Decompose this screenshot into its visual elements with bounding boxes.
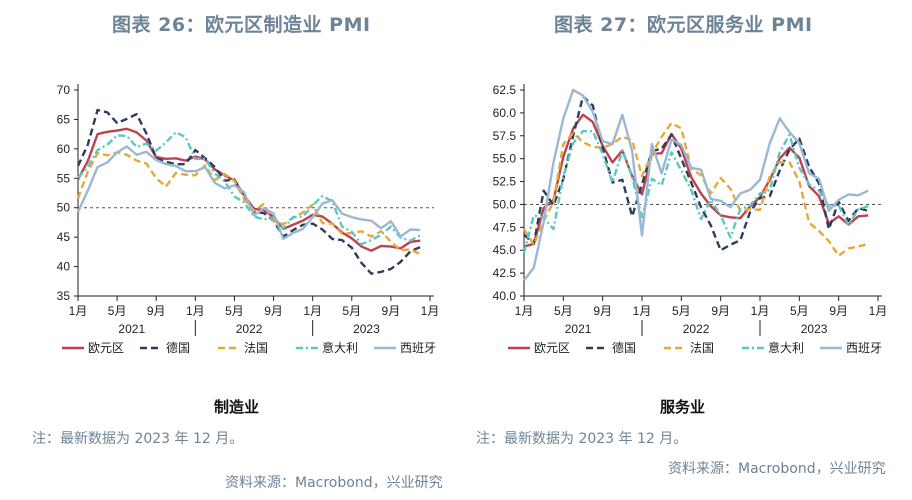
x-tick-label: 1月 (515, 304, 534, 318)
x-tick-label: 9月 (829, 304, 848, 318)
x-tick-label: 5月 (225, 304, 244, 318)
x-tick-label: 1月 (186, 304, 205, 318)
x-tick-label: 5月 (790, 304, 809, 318)
x-tick-label: 1月 (869, 304, 888, 318)
x-tick-label: 9月 (264, 304, 283, 318)
x-tick-label: 5月 (108, 304, 127, 318)
y-tick-label: 50 (57, 201, 71, 215)
left-chart-subtitle: 制造业 (214, 398, 260, 416)
y-tick-label: 47.5 (493, 220, 517, 234)
x-tick-label: 5月 (554, 304, 573, 318)
y-tick-label: 65 (57, 112, 71, 126)
x-tick-label: 9月 (593, 304, 612, 318)
legend-label-spain: 西班牙 (846, 341, 882, 355)
series-line-spain (76, 145, 421, 241)
y-tick-label: 60.0 (493, 106, 517, 120)
x-tick-label: 1月 (303, 304, 322, 318)
x-year-label: 2022 (683, 322, 710, 336)
y-tick-label: 62.5 (493, 83, 517, 97)
legend-label-france: 法国 (244, 341, 268, 355)
left-chart-source: 资料来源：Macrobond，兴业研究 (225, 475, 443, 491)
series-line-germany (523, 95, 869, 252)
y-tick-label: 35 (57, 289, 71, 303)
legend-label-germany: 德国 (166, 340, 190, 355)
series-line-eurozone (523, 113, 869, 248)
legend-label-eurozone: 欧元区 (534, 341, 570, 355)
x-tick-label: 1月 (633, 304, 652, 318)
series-line-germany (76, 108, 421, 275)
right-chart-title: 图表 27：欧元区服务业 PMI (554, 14, 813, 36)
x-year-label: 2021 (118, 322, 145, 336)
y-tick-label: 42.5 (493, 266, 517, 280)
services-pmi-chart: 40.0 42.5 45.0 47.5 50.0 52.5 55.0 57.5 60.0 62.5… (493, 83, 888, 355)
x-tick-label: 5月 (342, 304, 361, 318)
left-chart-title: 图表 26：欧元区制造业 PMI (112, 14, 371, 36)
y-tick-label: 55.0 (493, 152, 517, 166)
series-line-france (76, 151, 421, 256)
right-chart-note: 注：最新数据为 2023 年 12 月。 (476, 431, 688, 447)
x-tick-label: 5月 (672, 304, 691, 318)
y-tick-label: 70 (57, 83, 71, 97)
y-tick-label: 45.0 (493, 243, 517, 257)
x-tick-label: 9月 (382, 304, 401, 318)
x-year-label: 2021 (565, 322, 592, 336)
right-chart-subtitle: 服务业 (660, 398, 706, 416)
series-line-italy (522, 130, 869, 254)
y-tick-label: 52.5 (493, 175, 517, 189)
y-tick-label: 40.0 (493, 289, 517, 303)
legend-label-italy: 意大利 (768, 340, 804, 355)
series-line-france (522, 121, 869, 257)
series-line-italy (77, 131, 421, 246)
x-tick-label: 1月 (751, 304, 770, 318)
manufacturing-pmi-chart: 35 40 45 50 55 60 65 70 1月 5月 9月 1月 5月 9月 1月 5月 9月 1月 2021… (57, 83, 440, 355)
x-tick-label: 9月 (147, 304, 166, 318)
y-tick-label: 40 (57, 260, 71, 274)
y-tick-label: 50.0 (493, 197, 517, 211)
y-tick-label: 57.5 (493, 129, 517, 143)
series-line-spain (523, 88, 869, 282)
legend-label-spain: 西班牙 (400, 341, 436, 355)
x-year-label: 2023 (801, 322, 828, 336)
legend-label-germany: 德国 (612, 340, 636, 355)
legend-label-france: 法国 (690, 341, 714, 355)
legend-label-eurozone: 欧元区 (88, 341, 124, 355)
right-chart-source: 资料来源：Macrobond，兴业研究 (668, 461, 886, 477)
x-tick-label: 1月 (69, 304, 88, 318)
x-year-label: 2023 (353, 322, 380, 336)
x-year-label: 2022 (236, 322, 263, 336)
y-tick-label: 55 (57, 171, 71, 185)
y-tick-label: 60 (57, 142, 71, 156)
left-chart-note: 注：最新数据为 2023 年 12 月。 (32, 431, 244, 447)
legend-label-italy: 意大利 (322, 340, 358, 355)
x-tick-label: 9月 (711, 304, 730, 318)
x-tick-label: 1月 (421, 304, 440, 318)
y-tick-label: 45 (57, 230, 71, 244)
